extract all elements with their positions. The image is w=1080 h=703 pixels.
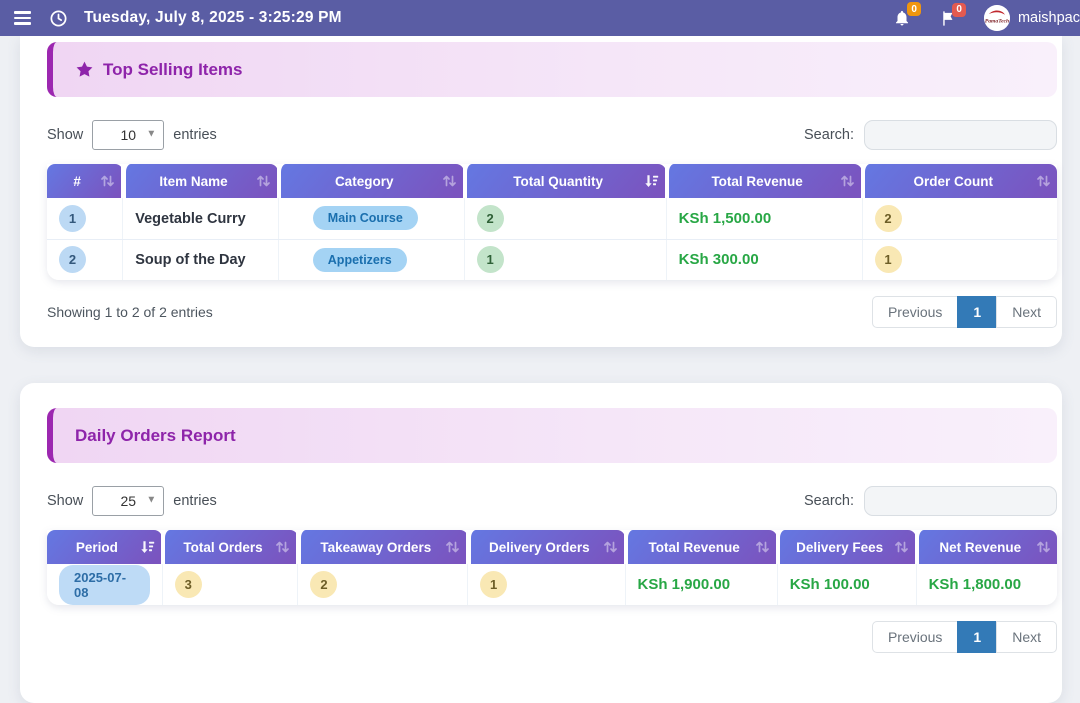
sort-icon: [603, 541, 618, 554]
quantity-badge: 2: [476, 204, 504, 232]
column-header-total-revenue[interactable]: Total Revenue: [625, 530, 778, 564]
column-header-period[interactable]: Period: [47, 530, 163, 564]
bell-icon: [895, 10, 908, 26]
panel-title: Top Selling Items: [103, 59, 243, 79]
total-orders-badge: 3: [174, 571, 202, 598]
flag-icon: [943, 10, 953, 26]
top-selling-panel-header: Top Selling Items: [47, 42, 1057, 97]
column-header-total-orders[interactable]: Total Orders: [162, 530, 298, 564]
table-controls: Show 25 entries Search:: [47, 486, 1057, 516]
column-header-total-quantity[interactable]: Total Quantity: [464, 164, 667, 198]
column-header-net-revenue[interactable]: Net Revenue: [916, 530, 1057, 564]
page-length-value: 10: [120, 127, 137, 143]
sort-icon: [256, 175, 271, 188]
quantity-badge: 1: [476, 246, 504, 274]
column-header-delivery-fees[interactable]: Delivery Fees: [777, 530, 917, 564]
sort-icon: [755, 541, 770, 554]
column-header-takeaway-orders[interactable]: Takeaway Orders: [298, 530, 468, 564]
top-selling-card: Top Selling Items Show 10 entries Search…: [20, 36, 1062, 347]
star-icon: [75, 60, 94, 79]
dropdown-arrow-icon: [146, 130, 156, 140]
search-input[interactable]: [864, 120, 1057, 150]
column-header-delivery-orders[interactable]: Delivery Orders: [468, 530, 625, 564]
period-badge: 2025-07-08: [59, 564, 150, 605]
message-badge: 0: [952, 2, 966, 17]
sort-icon: [840, 175, 855, 188]
table-row: 1 Vegetable Curry Main Course 2 KSh 1,50…: [47, 198, 1057, 240]
menu-icon[interactable]: [12, 9, 33, 27]
total-revenue-value: KSh 1,900.00: [637, 576, 731, 593]
sort-icon: [894, 541, 909, 554]
topbar: Tuesday, July 8, 2025 - 3:25:29 PM 0 0 P…: [0, 0, 1080, 36]
notifications-button[interactable]: 0: [893, 2, 921, 27]
delivery-orders-badge: 1: [480, 571, 508, 598]
order-count-badge: 2: [874, 204, 902, 232]
user-menu[interactable]: PamaTech maishpac: [983, 5, 1080, 31]
item-name: Soup of the Day: [135, 252, 246, 269]
order-count-badge: 1: [874, 246, 902, 274]
entries-label: entries: [173, 493, 217, 509]
table-row: 2 Soup of the Day Appetizers 1 KSh 300.0…: [47, 239, 1057, 280]
revenue-value: KSh 300.00: [678, 251, 759, 269]
takeaway-orders-badge: 2: [310, 571, 338, 598]
table-row: 2025-07-08 3 2 1 KSh 1,900.00 KSh 100.00…: [47, 564, 1057, 605]
page-length-value: 25: [120, 493, 137, 509]
delivery-fees-value: KSh 100.00: [789, 576, 870, 593]
show-label: Show: [47, 493, 84, 509]
top-selling-table: # Item Name Category Total Quantity: [47, 164, 1057, 280]
previous-button[interactable]: Previous: [871, 295, 959, 329]
clock-icon: [49, 9, 68, 28]
sort-active-icon: [644, 175, 659, 188]
table-controls: Show 10 entries Search:: [47, 120, 1057, 150]
daily-orders-panel-header: Daily Orders Report: [47, 408, 1057, 463]
dropdown-arrow-icon: [146, 496, 156, 506]
column-header-rank[interactable]: #: [47, 164, 123, 198]
column-header-item-name[interactable]: Item Name: [123, 164, 279, 198]
page-length-select[interactable]: 25: [92, 486, 165, 516]
show-label: Show: [47, 127, 84, 143]
daily-orders-table: Period Total Orders Takeaway Orders: [47, 530, 1057, 605]
column-header-total-revenue[interactable]: Total Revenue: [666, 164, 863, 198]
datetime-text: Tuesday, July 8, 2025 - 3:25:29 PM: [84, 9, 342, 26]
entries-label: entries: [173, 127, 217, 143]
sort-icon: [1036, 175, 1051, 188]
table-info: Showing 1 to 2 of 2 entries: [47, 304, 213, 320]
sort-icon: [1036, 541, 1051, 554]
sort-active-icon: [140, 541, 155, 554]
sort-icon: [275, 541, 290, 554]
main-content: Top Selling Items Show 10 entries Search…: [0, 36, 1080, 703]
notification-badge: 0: [907, 2, 921, 16]
revenue-value: KSh 1,500.00: [678, 209, 772, 227]
avatar[interactable]: PamaTech: [983, 5, 1010, 31]
next-button[interactable]: Next: [996, 295, 1057, 329]
column-header-category[interactable]: Category: [278, 164, 465, 198]
sort-icon: [445, 541, 460, 554]
net-revenue-value: KSh 1,800.00: [928, 576, 1022, 593]
messages-button[interactable]: 0: [939, 2, 966, 27]
pagination: Previous 1 Next: [871, 295, 1057, 329]
username[interactable]: maishpac: [1017, 10, 1080, 26]
item-name: Vegetable Curry: [135, 210, 246, 227]
sort-icon: [442, 175, 457, 188]
rank-badge: 1: [59, 204, 86, 232]
page-1-button[interactable]: 1: [957, 295, 998, 329]
page-length-select[interactable]: 10: [92, 120, 165, 150]
svg-text:PamaTech: PamaTech: [985, 19, 1009, 25]
sort-icon: [100, 175, 115, 188]
rank-badge: 2: [59, 246, 86, 274]
column-header-order-count[interactable]: Order Count: [862, 164, 1057, 198]
panel-title: Daily Orders Report: [75, 425, 236, 445]
daily-orders-card: Daily Orders Report Show 25 entries Sear…: [20, 383, 1062, 703]
category-badge: Main Course: [312, 206, 418, 231]
category-badge: Appetizers: [312, 247, 407, 272]
search-label: Search:: [804, 127, 854, 143]
search-input[interactable]: [864, 486, 1057, 516]
search-label: Search:: [804, 493, 854, 509]
